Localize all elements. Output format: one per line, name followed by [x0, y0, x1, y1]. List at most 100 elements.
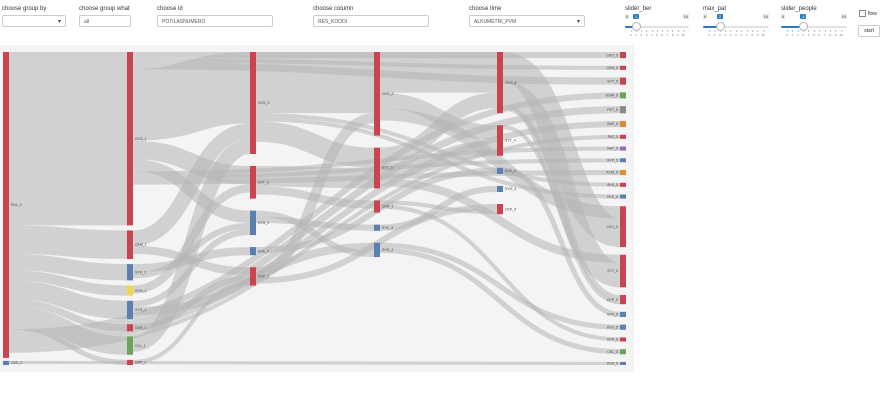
sankey-node[interactable]: [250, 247, 256, 256]
sankey-link[interactable]: [8, 253, 128, 281]
sankey-node[interactable]: [250, 267, 256, 286]
sankey-link[interactable]: [501, 80, 622, 288]
sankey-node[interactable]: [497, 167, 503, 174]
time-value: ALKUMETRI_PVM: [474, 19, 517, 25]
sankey-node[interactable]: [620, 146, 626, 151]
sankey-node[interactable]: [497, 125, 503, 156]
slider-ber-track: [625, 26, 689, 28]
sankey-link[interactable]: [379, 247, 621, 355]
sankey-link[interactable]: [8, 360, 621, 365]
time-select[interactable]: ALKUMETRI_PVM ▾: [469, 15, 585, 27]
max-pat-control: max_pat 0 10 2 0 1 2 3 4 5 6 7 8 9 10: [703, 6, 769, 39]
max-pat-slider[interactable]: 0 10 2 0 1 2 3 4 5 6 7 8 9 10: [703, 14, 769, 39]
sankey-node-label: CKR_1: [135, 326, 146, 330]
sankey-link[interactable]: [8, 225, 128, 259]
sankey-node[interactable]: [620, 361, 626, 365]
slider-people[interactable]: 0 10 3 0 1 2 3 4 5 6 7 8 9 10: [781, 14, 847, 39]
group-what-input[interactable]: all: [79, 15, 131, 27]
sankey-node[interactable]: [374, 200, 380, 213]
sankey-node[interactable]: [3, 52, 9, 358]
sankey-node[interactable]: [620, 311, 626, 317]
sankey-node[interactable]: [127, 300, 133, 320]
slider-tick-label: 7: [823, 30, 826, 37]
sankey-node[interactable]: [127, 230, 133, 259]
slider-people-fill: [781, 26, 804, 28]
sankey-link[interactable]: [132, 140, 251, 185]
sankey-link[interactable]: [8, 270, 128, 296]
sankey-link[interactable]: [132, 281, 251, 364]
time-label: choose time: [469, 6, 502, 12]
sankey-node[interactable]: [127, 336, 133, 355]
sankey-node[interactable]: [620, 324, 626, 330]
slider-tick-label: 7: [666, 30, 669, 37]
sankey-node[interactable]: [620, 106, 626, 114]
sankey-node[interactable]: [127, 324, 133, 332]
sankey-node[interactable]: [620, 134, 626, 139]
sankey-node[interactable]: [620, 92, 626, 99]
sankey-node[interactable]: [250, 165, 256, 199]
sankey-link[interactable]: [379, 92, 498, 141]
sankey-link[interactable]: [132, 52, 251, 141]
sankey-link[interactable]: [502, 125, 621, 305]
max-pat-ticks: 0 1 2 3 4 5 6 7 8 9 10: [703, 30, 769, 39]
sankey-node[interactable]: [620, 349, 626, 355]
sankey-node[interactable]: [620, 169, 626, 176]
sankey-node-label: CDS_0: [11, 361, 22, 365]
sankey-node[interactable]: [250, 210, 256, 236]
sankey-node[interactable]: [620, 206, 626, 248]
sankey-node[interactable]: [620, 120, 626, 128]
sankey-node[interactable]: [620, 158, 626, 163]
sankey-link[interactable]: [379, 204, 621, 342]
slider-tick-label: 3: [724, 30, 727, 37]
flow-checkbox[interactable]: flow: [859, 10, 877, 17]
group-by-select[interactable]: ▾: [2, 15, 66, 27]
sankey-node[interactable]: [127, 359, 133, 365]
sankey-node[interactable]: [374, 147, 380, 189]
sankey-link[interactable]: [255, 216, 375, 231]
sankey-node[interactable]: [620, 295, 626, 305]
sankey-node[interactable]: [497, 185, 503, 193]
sankey-node[interactable]: [127, 52, 133, 226]
sankey-node[interactable]: [497, 52, 503, 114]
flow-checkbox-box[interactable]: [859, 10, 866, 17]
sankey-node[interactable]: [620, 65, 626, 70]
sankey-link[interactable]: [379, 185, 498, 231]
sankey-node[interactable]: [620, 52, 626, 59]
sankey-link[interactable]: [379, 140, 498, 179]
sankey-node[interactable]: [620, 77, 626, 85]
sankey-node[interactable]: [374, 242, 380, 258]
sankey-node[interactable]: [374, 224, 380, 231]
sankey-link[interactable]: [255, 113, 375, 278]
id-input[interactable]: POTILASNUMERO: [157, 15, 273, 27]
column-input[interactable]: RES_KOODI: [313, 15, 429, 27]
sankey-node-label: SYG_5: [607, 325, 618, 329]
sankey-node[interactable]: [3, 360, 9, 365]
sankey-node[interactable]: [620, 337, 626, 342]
sankey-node[interactable]: [620, 194, 626, 199]
slider-ber[interactable]: 0 10 1 0 1 2 3 4 5 6 7 8 9 10: [625, 14, 689, 39]
sankey-node[interactable]: [374, 52, 380, 136]
sankey-link[interactable]: [379, 92, 498, 163]
sankey-node[interactable]: [250, 52, 256, 154]
sankey-link[interactable]: [255, 121, 375, 169]
sankey-link[interactable]: [502, 167, 621, 317]
sankey-node-label: KCM_5: [606, 171, 618, 175]
sankey-node[interactable]: [127, 264, 133, 281]
sankey-node[interactable]: [620, 254, 626, 288]
start-button[interactable]: start: [858, 25, 880, 37]
sankey-link[interactable]: [8, 280, 128, 320]
sankey-link[interactable]: [131, 138, 252, 352]
sankey-node[interactable]: [127, 285, 133, 296]
sankey-node-label: CKL_5: [607, 350, 618, 354]
sankey-link[interactable]: [132, 123, 251, 246]
sankey-node-label: SYT_4: [505, 139, 516, 143]
slider-tick-label: 10: [681, 30, 685, 37]
slider-tick-label: 9: [834, 30, 837, 37]
sankey-node[interactable]: [497, 204, 503, 215]
sankey-node[interactable]: [620, 182, 626, 187]
sankey-link[interactable]: [132, 275, 251, 331]
slider-ber-control: slider_ber 0 10 1 0 1 2 3 4 5 6 7 8 9 10: [625, 6, 689, 39]
sankey-link[interactable]: [379, 242, 621, 330]
sankey-link[interactable]: [502, 105, 621, 301]
sankey-link[interactable]: [255, 165, 375, 189]
